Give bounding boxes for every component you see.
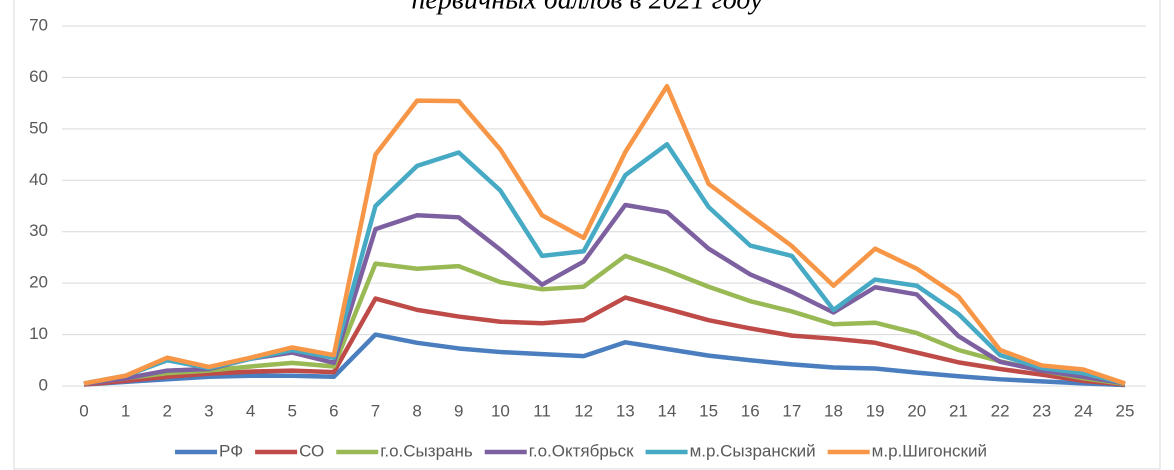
y-tick-label: 30 [29, 221, 48, 240]
x-tick-label: 10 [491, 401, 510, 420]
legend-label: г.о.Сызрань [380, 441, 473, 460]
x-tick-label: 3 [204, 401, 213, 420]
series-line [83, 332, 1126, 388]
legend-label: РФ [219, 441, 243, 460]
x-tick-label: 22 [991, 401, 1010, 420]
x-tick-label: 15 [699, 401, 718, 420]
x-tick-label: 12 [574, 401, 593, 420]
chart-frame [13, 0, 1161, 470]
x-tick-label: 24 [1074, 401, 1093, 420]
legend-label: г.о.Октябрьск [529, 441, 634, 460]
x-tick-label: 9 [454, 401, 463, 420]
y-tick-label: 70 [29, 15, 48, 34]
x-tick-label: 17 [782, 401, 801, 420]
y-tick-label: 60 [29, 67, 48, 86]
legend-label: м.р.Шигонский [872, 441, 987, 460]
x-tick-label: 23 [1032, 401, 1051, 420]
x-tick-label: 25 [1116, 401, 1135, 420]
x-tick-label: 18 [824, 401, 843, 420]
y-tick-label: 10 [29, 324, 48, 343]
x-tick-label: 13 [616, 401, 635, 420]
series-line [83, 295, 1126, 387]
x-tick-label: 7 [371, 401, 380, 420]
legend-label: м.р.Сызранский [690, 441, 816, 460]
x-tick-label: 4 [246, 401, 255, 420]
x-tick-label: 20 [907, 401, 926, 420]
x-tick-label: 1 [121, 401, 130, 420]
x-tick-label: 16 [741, 401, 760, 420]
x-tick-label: 14 [657, 401, 676, 420]
x-tick-label: 21 [949, 401, 968, 420]
y-tick-label: 40 [29, 170, 48, 189]
y-tick-label: 50 [29, 118, 48, 137]
y-tick-label: 0 [39, 375, 48, 394]
x-tick-label: 19 [866, 401, 885, 420]
x-tick-label: 2 [163, 401, 172, 420]
series-line [83, 83, 1126, 386]
y-tick-label: 20 [29, 273, 48, 292]
x-tick-label: 6 [329, 401, 338, 420]
x-tick-label: 5 [287, 401, 296, 420]
series-line [83, 253, 1126, 387]
legend-label: СО [299, 441, 324, 460]
x-tick-label: 11 [533, 401, 551, 420]
x-tick-label: 0 [79, 401, 88, 420]
x-tick-label: 8 [412, 401, 421, 420]
